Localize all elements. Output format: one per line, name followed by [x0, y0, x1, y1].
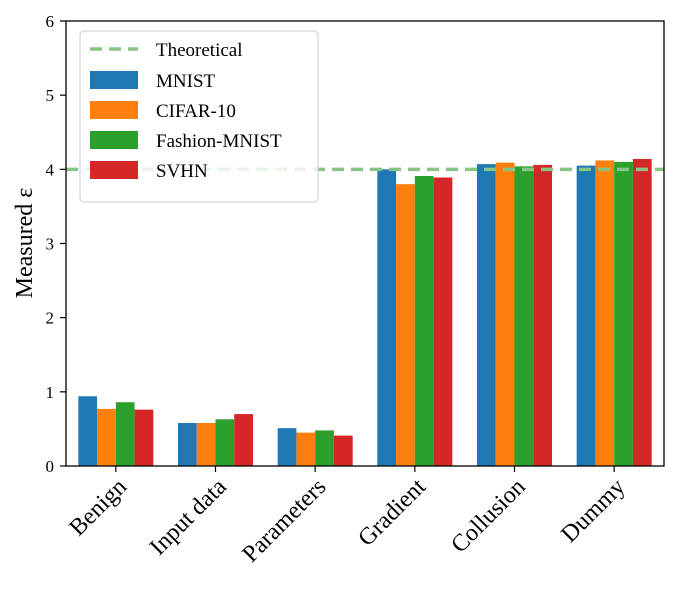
y-tick-label: 3: [46, 235, 55, 254]
y-axis: 0 1 2 3 4 5 6: [46, 12, 66, 476]
bar-fashion-mnist-gradient: [414, 176, 434, 466]
x-tick-label: Input data: [145, 474, 232, 561]
y-tick-label: 5: [46, 86, 55, 105]
legend-swatch: [90, 131, 138, 149]
y-axis-label: Measured ε: [12, 188, 38, 299]
legend-label: MNIST: [156, 71, 216, 92]
legend: Theoretical MNIST CIFAR-10 Fashion-MNIST SV…: [79, 30, 319, 203]
bar-svhn-collusion: [533, 164, 552, 466]
legend-swatch: [90, 101, 138, 119]
bar-fashion-mnist-benign: [115, 402, 135, 466]
bar-mnist-collusion: [477, 164, 496, 466]
bar-cifar-10-gradient: [396, 184, 415, 467]
bar-cifar-10-collusion: [495, 162, 515, 466]
bar-svhn-dummy: [632, 158, 652, 466]
bar-mnist-gradient: [377, 169, 397, 466]
x-axis: Benign Input data Parameters Gradient Collus…: [65, 466, 630, 568]
bar-fashion-mnist-parameters: [315, 430, 334, 466]
bar-svhn-parameters: [333, 435, 353, 466]
bar-fashion-mnist-dummy: [614, 161, 633, 467]
legend-box: [79, 30, 319, 203]
bar-cifar-10-input-data: [196, 422, 216, 466]
bar-mnist-benign: [78, 396, 98, 466]
y-tick-label: 2: [46, 309, 55, 328]
y-tick-label: 0: [46, 457, 55, 476]
legend-swatch: [90, 161, 138, 179]
bar-svhn-gradient: [433, 177, 453, 467]
legend-swatch: [90, 71, 138, 89]
bar-fashion-mnist-input-data: [215, 419, 235, 466]
bar-cifar-10-dummy: [595, 160, 615, 466]
x-tick-label: Collusion: [446, 474, 530, 558]
x-tick-label: Parameters: [238, 474, 332, 568]
y-tick-label: 6: [46, 12, 55, 31]
bar-mnist-dummy: [576, 165, 596, 466]
bar-cifar-10-parameters: [296, 432, 316, 467]
y-tick-label: 1: [46, 383, 55, 402]
bar-svhn-benign: [134, 409, 154, 466]
bars-group: [78, 158, 652, 467]
x-tick-label: Gradient: [353, 474, 431, 552]
bar-svhn-input-data: [234, 414, 253, 466]
y-tick-label: 4: [46, 160, 55, 179]
x-tick-label: Benign: [65, 474, 132, 541]
legend-label: CIFAR-10: [156, 101, 236, 122]
bar-mnist-input-data: [178, 422, 197, 466]
bar-cifar-10-benign: [97, 408, 116, 466]
legend-label: Fashion-MNIST: [156, 131, 282, 152]
bar-fashion-mnist-collusion: [514, 166, 534, 466]
bar-mnist-parameters: [277, 428, 297, 466]
legend-label: SVHN: [156, 161, 208, 182]
legend-label-theoretical: Theoretical: [156, 40, 243, 61]
x-tick-label: Dummy: [556, 474, 630, 548]
